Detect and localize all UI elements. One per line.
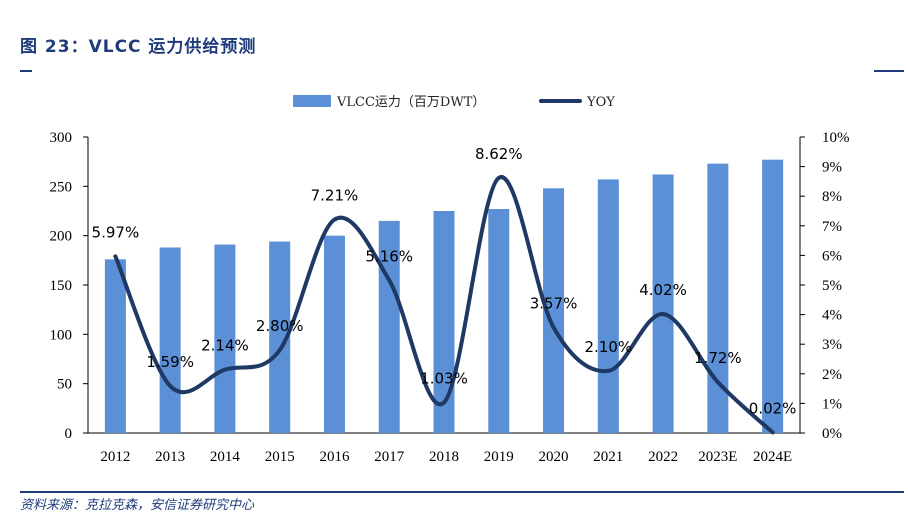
x-tick-label: 2014 [210,449,241,465]
yoy-data-label: 2.14% [201,337,249,355]
left-tick-label: 100 [50,327,73,343]
left-tick-label: 250 [50,179,73,195]
yoy-data-label: 1.59% [146,353,194,371]
yoy-line [113,175,775,435]
legend-bar-label: VLCC运力（百万DWT） [336,95,485,110]
bar [652,174,674,433]
yoy-data-label: 1.72% [694,349,742,367]
yoy-data-label: 5.97% [92,223,140,241]
x-tick-label: 2017 [374,449,405,465]
x-tick-label: 2013 [155,449,185,465]
title-rule-right [874,70,904,72]
x-tick-label: 2024E [753,449,792,465]
footer-rule [20,491,904,493]
right-tick-label: 4% [822,308,842,324]
bar [762,159,784,433]
figure-title: 图 23：VLCC 运力供给预测 [20,37,257,57]
right-tick-label: 3% [822,337,842,353]
source-note: 资料来源：克拉克森，安信证券研究中心 [20,498,255,513]
yoy-data-label: 2.80% [256,317,304,335]
x-tick-label: 2012 [100,449,130,465]
bar [597,179,619,433]
left-tick-label: 150 [50,278,73,294]
legend-bar-swatch [293,95,331,107]
right-tick-label: 2% [822,367,842,383]
yoy-data-label: 0.02% [749,399,797,417]
left-tick-label: 0 [65,426,73,442]
legend-line-label: YOY [586,95,615,110]
bar [323,235,345,433]
right-tick-label: 6% [822,248,842,264]
x-tick-label: 2015 [265,449,295,465]
x-tick-label: 2023E [698,449,737,465]
bar [543,188,565,433]
x-tick-label: 2020 [539,449,569,465]
left-tick-label: 50 [57,377,72,393]
x-tick-label: 2022 [648,449,678,465]
right-tick-label: 5% [822,278,842,294]
left-tick-label: 300 [50,130,73,146]
x-tick-label: 2021 [593,449,623,465]
x-tick-label: 2016 [319,449,350,465]
yoy-data-label: 5.16% [365,247,413,265]
title-rule-left [20,70,32,72]
yoy-data-label: 3.57% [530,294,578,312]
yoy-data-label: 2.10% [584,338,632,356]
yoy-data-label: 1.03% [420,370,468,388]
yoy-data-label: 8.62% [475,145,523,163]
bar [214,244,236,433]
bar [269,241,291,433]
right-tick-label: 9% [822,160,842,176]
left-tick-label: 200 [50,229,73,245]
right-tick-label: 7% [822,219,842,235]
yoy-data-label: 4.02% [639,281,687,299]
bar [159,247,181,433]
bar [488,209,510,433]
x-tick-label: 2018 [429,449,459,465]
bar [433,211,455,433]
bar [707,163,729,433]
yoy-data-label: 7.21% [311,187,359,205]
bar [104,259,126,433]
right-tick-label: 10% [822,130,850,146]
x-tick-label: 2019 [484,449,514,465]
right-tick-label: 0% [822,426,842,442]
right-tick-label: 8% [822,189,842,205]
right-tick-label: 1% [822,396,842,412]
